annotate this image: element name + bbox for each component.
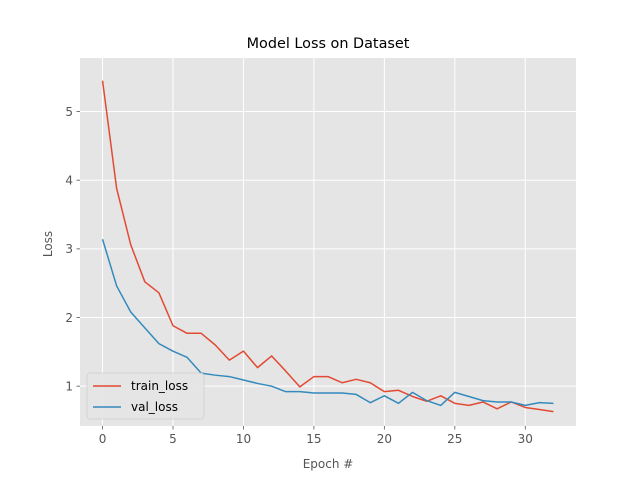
series-line-val-loss xyxy=(101,239,554,407)
y-tick-label: 4 xyxy=(65,174,73,188)
x-tick-label: 25 xyxy=(447,432,462,446)
y-tick-label: 5 xyxy=(65,105,73,119)
x-tick-label: 30 xyxy=(518,432,533,446)
x-tick-label: 20 xyxy=(377,432,392,446)
x-axis-label: Epoch # xyxy=(303,457,354,471)
series-lines xyxy=(101,80,554,413)
y-tick-label: 3 xyxy=(65,242,73,256)
legend-label-train-loss: train_loss xyxy=(131,379,188,393)
x-tick-label: 0 xyxy=(99,432,107,446)
x-tick-label: 10 xyxy=(236,432,251,446)
x-tick-label: 5 xyxy=(169,432,177,446)
y-tick-label: 2 xyxy=(65,311,73,325)
legend-label-val-loss: val_loss xyxy=(131,400,178,414)
legend: train_loss val_loss xyxy=(86,372,205,420)
axis-ticks: 0 5 10 15 20 25 30 1 2 3 4 5 xyxy=(65,105,533,446)
grid-lines xyxy=(80,58,576,426)
y-tick-label: 1 xyxy=(65,379,73,393)
series-line-train-loss xyxy=(101,80,554,413)
y-axis-label: Loss xyxy=(41,231,55,257)
plot-background xyxy=(80,58,576,426)
chart-title: Model Loss on Dataset xyxy=(247,36,410,52)
x-tick-label: 15 xyxy=(306,432,321,446)
